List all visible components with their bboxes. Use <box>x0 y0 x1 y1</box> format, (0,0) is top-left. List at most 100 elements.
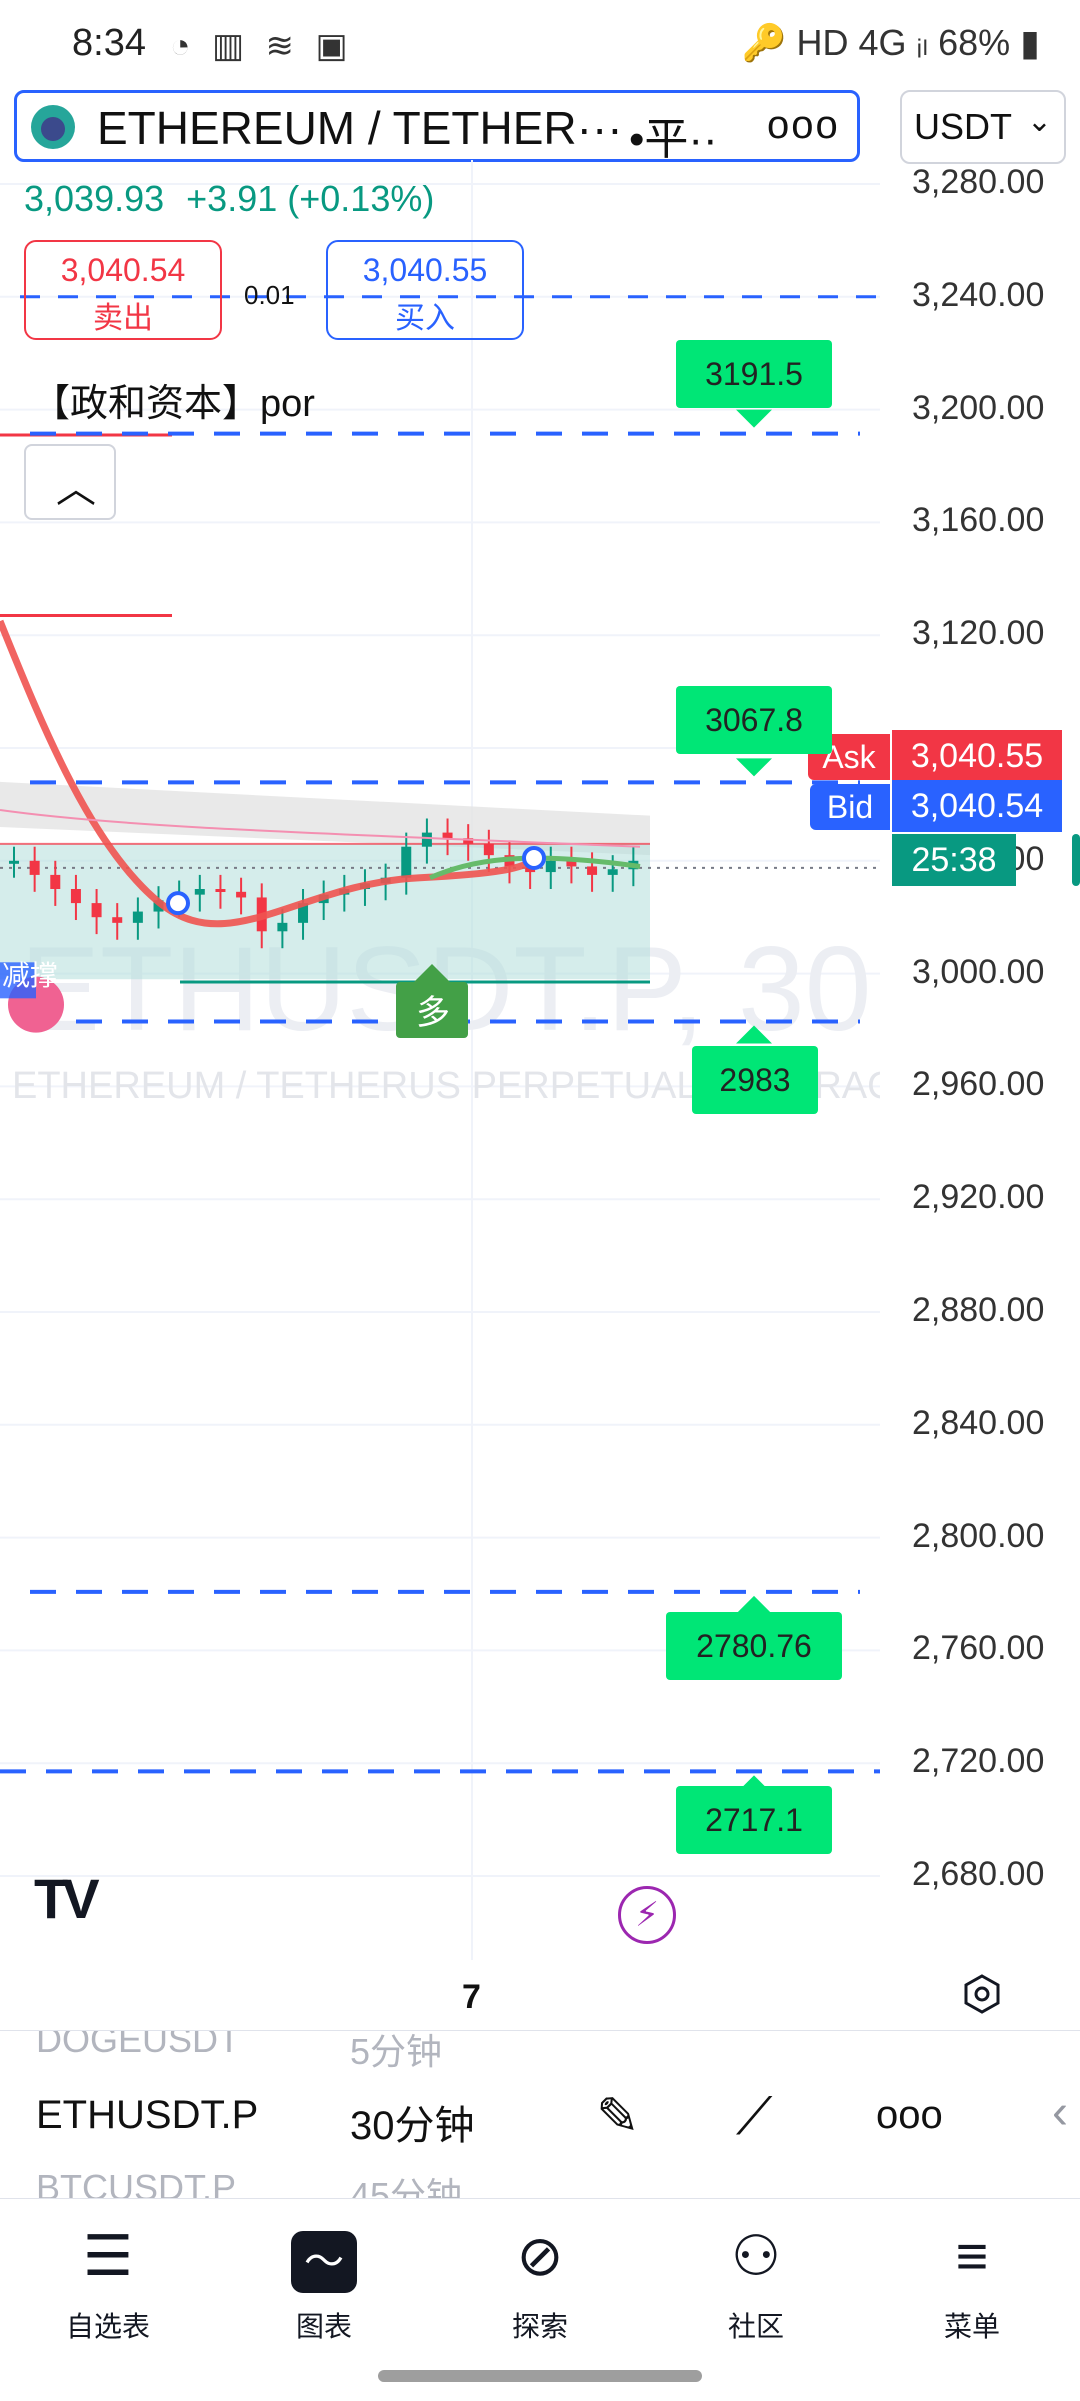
nav-chart[interactable]: 〜 图表 <box>244 2221 404 2345</box>
symbol-interval-picker[interactable]: DOGEUSDT ETHUSDT.P BTCUSDT.P 5分钟 30分钟 45… <box>0 2030 1080 2199</box>
symbol-search-bar[interactable]: ETHEREUM / TETHER··· •平·· ooo <box>14 90 860 164</box>
symbol-title: ETHEREUM / TETHER··· <box>97 102 623 154</box>
line-tool-icon[interactable]: ⟋ <box>736 2088 773 2146</box>
nav-label-menu: 菜单 <box>943 2311 1000 2342</box>
picker-symbol-selected[interactable]: ETHUSDT.P <box>36 2093 259 2137</box>
signal-circle <box>166 891 190 916</box>
candle <box>607 869 618 875</box>
bid-tag: Bid <box>810 784 890 830</box>
candle <box>483 843 494 856</box>
nav-label-chart: 图表 <box>295 2311 352 2342</box>
status-icons: ◔ ▥ ≋ ▣ <box>170 27 354 65</box>
status-right: 🔑 HD 4G ᵢₗ 68% ▮ <box>741 22 1040 63</box>
level-label-2983[interactable]: 2983 <box>692 1046 818 1114</box>
buy-button[interactable]: 3,040.55 买入 <box>326 240 524 340</box>
bar-countdown: 25:38 <box>892 834 1016 886</box>
picker-symbol-prev[interactable]: DOGEUSDT <box>36 2030 241 2060</box>
candle <box>132 911 143 923</box>
picker-symbol-next[interactable]: BTCUSDT.P <box>36 2167 237 2199</box>
nav-label-explore: 探索 <box>511 2311 568 2342</box>
level-label-2780[interactable]: 2780.76 <box>666 1612 842 1680</box>
price-axis-label: 2,800.00 <box>912 1516 1045 1555</box>
moving-average-pink <box>0 809 641 848</box>
picker-interval-selected[interactable]: 30分钟 <box>350 2104 475 2148</box>
candle <box>91 903 102 918</box>
home-indicator[interactable] <box>378 2370 702 2382</box>
draw-pen-icon[interactable]: ✎ <box>596 2088 640 2146</box>
coin-logo-icon <box>31 105 75 149</box>
collapse-legend-button[interactable]: ︿ <box>24 444 116 520</box>
nav-label-community: 社区 <box>727 2311 784 2342</box>
price-axis-label: 3,240.00 <box>912 275 1045 314</box>
channel-band <box>0 781 650 856</box>
level-label-2717[interactable]: 2717.1 <box>676 1786 832 1854</box>
more-icon[interactable]: ooo <box>767 103 840 147</box>
more-tools-icon[interactable]: ooo <box>876 2093 943 2137</box>
candle <box>421 832 432 847</box>
watchlist-icon: ☰ <box>82 2224 134 2287</box>
chevron-up-icon: ︿ <box>56 467 96 511</box>
price-axis-label: 3,280.00 <box>912 163 1045 201</box>
menu-icon: ≡ <box>955 2224 989 2287</box>
indicator-label[interactable]: 【政和资本】por <box>32 383 315 425</box>
picker-interval-next[interactable]: 45分钟 <box>350 2175 463 2199</box>
nav-watchlist[interactable]: ☰ 自选表 <box>28 2221 188 2345</box>
price-axis-label: 2,920.00 <box>912 1178 1045 1217</box>
level-pointer <box>736 409 772 428</box>
chart-icon: 〜 <box>291 2231 357 2293</box>
price-axis-label: 3,120.00 <box>912 614 1045 653</box>
price-axis-label: 3,200.00 <box>912 388 1045 427</box>
moving-average-green <box>429 855 641 881</box>
candle <box>70 889 81 904</box>
candle <box>442 832 453 839</box>
lightning-icon[interactable]: ⚡ <box>618 1886 676 1944</box>
community-icon: ⚇ <box>730 2224 782 2287</box>
buy-price: 3,040.55 <box>362 252 488 288</box>
candle <box>566 860 577 867</box>
candle <box>236 891 247 898</box>
long-signal-arrow <box>414 964 450 983</box>
scroll-handle[interactable] <box>1072 834 1080 886</box>
chart-settings-icon[interactable] <box>960 1972 1004 2016</box>
symbol-type: •平·· <box>629 115 718 164</box>
nav-community[interactable]: ⚇ 社区 <box>676 2221 836 2345</box>
long-signal-badge <box>396 982 468 1039</box>
nav-explore[interactable]: ⊘ 探索 <box>460 2221 620 2345</box>
tradingview-logo: TV <box>34 1867 100 1930</box>
picker-interval-prev[interactable]: 5分钟 <box>350 2031 443 2072</box>
status-time: 8:34 <box>72 22 146 64</box>
currency-select[interactable]: USDT ⌄ <box>900 90 1066 164</box>
moving-average-red <box>0 619 541 928</box>
candle <box>277 922 288 932</box>
sell-button[interactable]: 3,040.54 卖出 <box>24 240 222 340</box>
last-price: 3,039.93 <box>24 178 165 219</box>
signal-circle <box>522 845 546 870</box>
bottom-nav: ☰ 自选表 〜 图表 ⊘ 探索 ⚇ 社区 ≡ 菜单 <box>0 2198 1080 2401</box>
chevron-left-icon[interactable]: ‹ <box>1052 2086 1068 2139</box>
price-axis-label: 2,760.00 <box>912 1629 1045 1668</box>
chevron-down-icon: ⌄ <box>1026 105 1052 138</box>
level-pointer <box>736 1595 772 1614</box>
price-axis-label: 2,880.00 <box>912 1291 1045 1329</box>
price-axis-label: 3,160.00 <box>912 501 1045 540</box>
price-axis-label: 3,000.00 <box>912 952 1045 991</box>
sell-price: 3,040.54 <box>60 252 186 288</box>
nav-menu[interactable]: ≡ 菜单 <box>892 2221 1052 2345</box>
level-label-3191[interactable]: 3191.5 <box>676 340 832 408</box>
candle <box>587 866 598 875</box>
candle <box>112 917 123 923</box>
bid-value: 3,040.54 <box>892 780 1062 832</box>
level-label-3067[interactable]: 3067.8 <box>676 686 832 754</box>
candle <box>401 846 412 878</box>
price-change-pct: (+0.13%) <box>287 178 435 219</box>
candle <box>215 889 226 892</box>
price-axis-label: 2,720.00 <box>912 1742 1045 1781</box>
candle <box>545 860 556 873</box>
support-label-box <box>0 962 36 999</box>
buy-label: 买入 <box>395 302 455 335</box>
x-axis-tick: 7 <box>462 1978 481 2016</box>
nav-label-watchlist: 自选表 <box>65 2311 150 2342</box>
level-pointer <box>736 758 772 777</box>
price-change: +3.91 <box>186 178 278 219</box>
compass-icon: ⊘ <box>516 2224 564 2287</box>
